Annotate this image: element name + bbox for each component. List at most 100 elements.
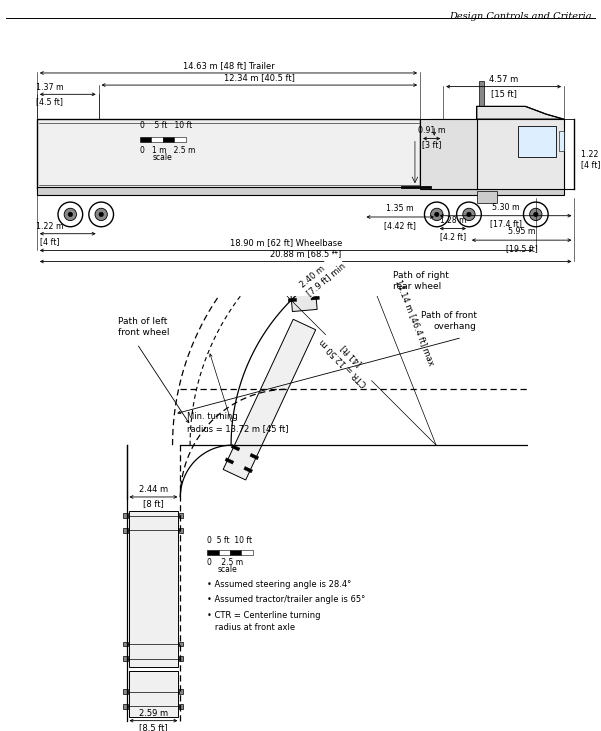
Bar [123, 642, 128, 646]
Polygon shape [288, 298, 297, 302]
Circle shape [529, 208, 542, 221]
Text: 0   1 m   2.5 m: 0 1 m 2.5 m [140, 146, 195, 155]
Circle shape [463, 208, 475, 221]
Circle shape [99, 212, 103, 216]
Text: • Assumed tractor/trailer angle is 65°: • Assumed tractor/trailer angle is 65° [207, 595, 365, 605]
Text: Path of left
front wheel: Path of left front wheel [118, 317, 169, 338]
Bar [37, 187, 564, 195]
Text: 0    2.5 m: 0 2.5 m [207, 558, 243, 567]
Text: [8.5 ft]: [8.5 ft] [139, 723, 168, 731]
Circle shape [467, 212, 471, 216]
Bar [477, 192, 497, 202]
Text: 1.22 m: 1.22 m [581, 150, 601, 159]
Text: CTR = 12.50 m
[41 ft]: CTR = 12.50 m [41 ft] [319, 330, 377, 388]
Text: 2.44 m: 2.44 m [139, 485, 168, 494]
Bar [179, 642, 183, 646]
Bar [123, 513, 128, 518]
Bar [129, 512, 178, 667]
Text: [8 ft]: [8 ft] [143, 499, 164, 509]
Circle shape [89, 202, 114, 227]
Bar [518, 126, 557, 156]
Text: 0    5 ft   10 ft: 0 5 ft 10 ft [140, 121, 192, 129]
Circle shape [68, 212, 73, 216]
Circle shape [457, 202, 481, 227]
Polygon shape [477, 107, 564, 119]
Text: [4 ft]: [4 ft] [40, 237, 59, 246]
Text: [19.5 ft]: [19.5 ft] [506, 244, 537, 253]
Bar [179, 689, 183, 694]
Text: [17.4 ft]: [17.4 ft] [490, 219, 522, 229]
Bar [140, 137, 151, 143]
Text: Design Controls and Criteria: Design Controls and Criteria [450, 12, 592, 21]
Circle shape [534, 212, 538, 216]
Text: [3 ft]: [3 ft] [422, 140, 441, 149]
Text: scale: scale [218, 565, 237, 574]
Bar [420, 119, 477, 189]
Text: 14.14 m [46.4 ft] max: 14.14 m [46.4 ft] max [394, 279, 436, 367]
Text: radius at front axle: radius at front axle [207, 624, 296, 632]
Text: 2.40 m
[7.9 ft] min: 2.40 m [7.9 ft] min [299, 253, 347, 298]
Text: scale: scale [153, 153, 172, 162]
Text: 12.34 m [40.5 ft]: 12.34 m [40.5 ft] [224, 74, 294, 83]
Polygon shape [286, 237, 317, 311]
Bar [129, 671, 178, 716]
Polygon shape [244, 466, 252, 473]
Text: [4.5 ft]: [4.5 ft] [36, 97, 63, 106]
Text: 1.28 m: 1.28 m [440, 216, 466, 224]
Bar [174, 137, 186, 143]
Circle shape [95, 208, 108, 221]
Bar [179, 704, 183, 708]
Text: Min. turning
radius = 13.72 m [45 ft]: Min. turning radius = 13.72 m [45 ft] [186, 412, 288, 433]
Text: 14.63 m [48 ft] Trailer: 14.63 m [48 ft] Trailer [183, 61, 275, 70]
Text: 1.37 m: 1.37 m [36, 83, 64, 92]
Polygon shape [311, 296, 319, 300]
Text: • Assumed steering angle is 28.4°: • Assumed steering angle is 28.4° [207, 580, 352, 588]
Text: 18.90 m [62 ft] Wheelbase: 18.90 m [62 ft] Wheelbase [230, 238, 343, 247]
Bar [179, 656, 183, 661]
Bar [479, 80, 484, 107]
Text: Path of front
overhang: Path of front overhang [421, 311, 477, 331]
Polygon shape [225, 458, 234, 464]
Bar [37, 119, 420, 189]
Polygon shape [250, 453, 258, 460]
Polygon shape [223, 319, 316, 480]
Text: [4.2 ft]: [4.2 ft] [440, 232, 466, 240]
Bar [163, 137, 174, 143]
Bar [151, 137, 163, 143]
Bar [179, 513, 183, 518]
Text: 0.91 m: 0.91 m [418, 126, 445, 135]
Text: [4.42 ft]: [4.42 ft] [384, 221, 416, 230]
Text: 1.22 m: 1.22 m [36, 221, 64, 230]
Bar [179, 528, 183, 533]
Bar [219, 550, 230, 556]
Circle shape [424, 202, 449, 227]
Circle shape [435, 212, 439, 216]
Circle shape [58, 202, 83, 227]
Circle shape [64, 208, 76, 221]
Text: 0  5 ft  10 ft: 0 5 ft 10 ft [207, 536, 252, 545]
Text: 1.35 m: 1.35 m [386, 204, 414, 213]
Bar [123, 656, 128, 661]
Text: [4 ft]: [4 ft] [581, 160, 600, 170]
Text: 4.57 m: 4.57 m [489, 75, 518, 84]
Circle shape [431, 208, 443, 221]
Polygon shape [231, 444, 240, 451]
Text: 20.88 m [68.5 ft]: 20.88 m [68.5 ft] [270, 249, 341, 258]
Text: 5.95 m: 5.95 m [508, 227, 535, 236]
Bar [207, 550, 219, 556]
Polygon shape [310, 281, 318, 286]
Bar [559, 131, 564, 151]
Bar [123, 528, 128, 533]
Bar [123, 704, 128, 708]
Text: 2.59 m: 2.59 m [139, 709, 168, 718]
Bar [230, 550, 242, 556]
Bar [123, 689, 128, 694]
Bar [430, 119, 564, 189]
Circle shape [523, 202, 548, 227]
Text: Path of right
rear wheel: Path of right rear wheel [394, 271, 450, 291]
Text: • CTR = Centerline turning: • CTR = Centerline turning [207, 611, 321, 620]
Bar [242, 550, 253, 556]
Text: [15 ft]: [15 ft] [491, 89, 517, 98]
Polygon shape [287, 284, 296, 287]
Text: 5.30 m: 5.30 m [492, 202, 519, 212]
